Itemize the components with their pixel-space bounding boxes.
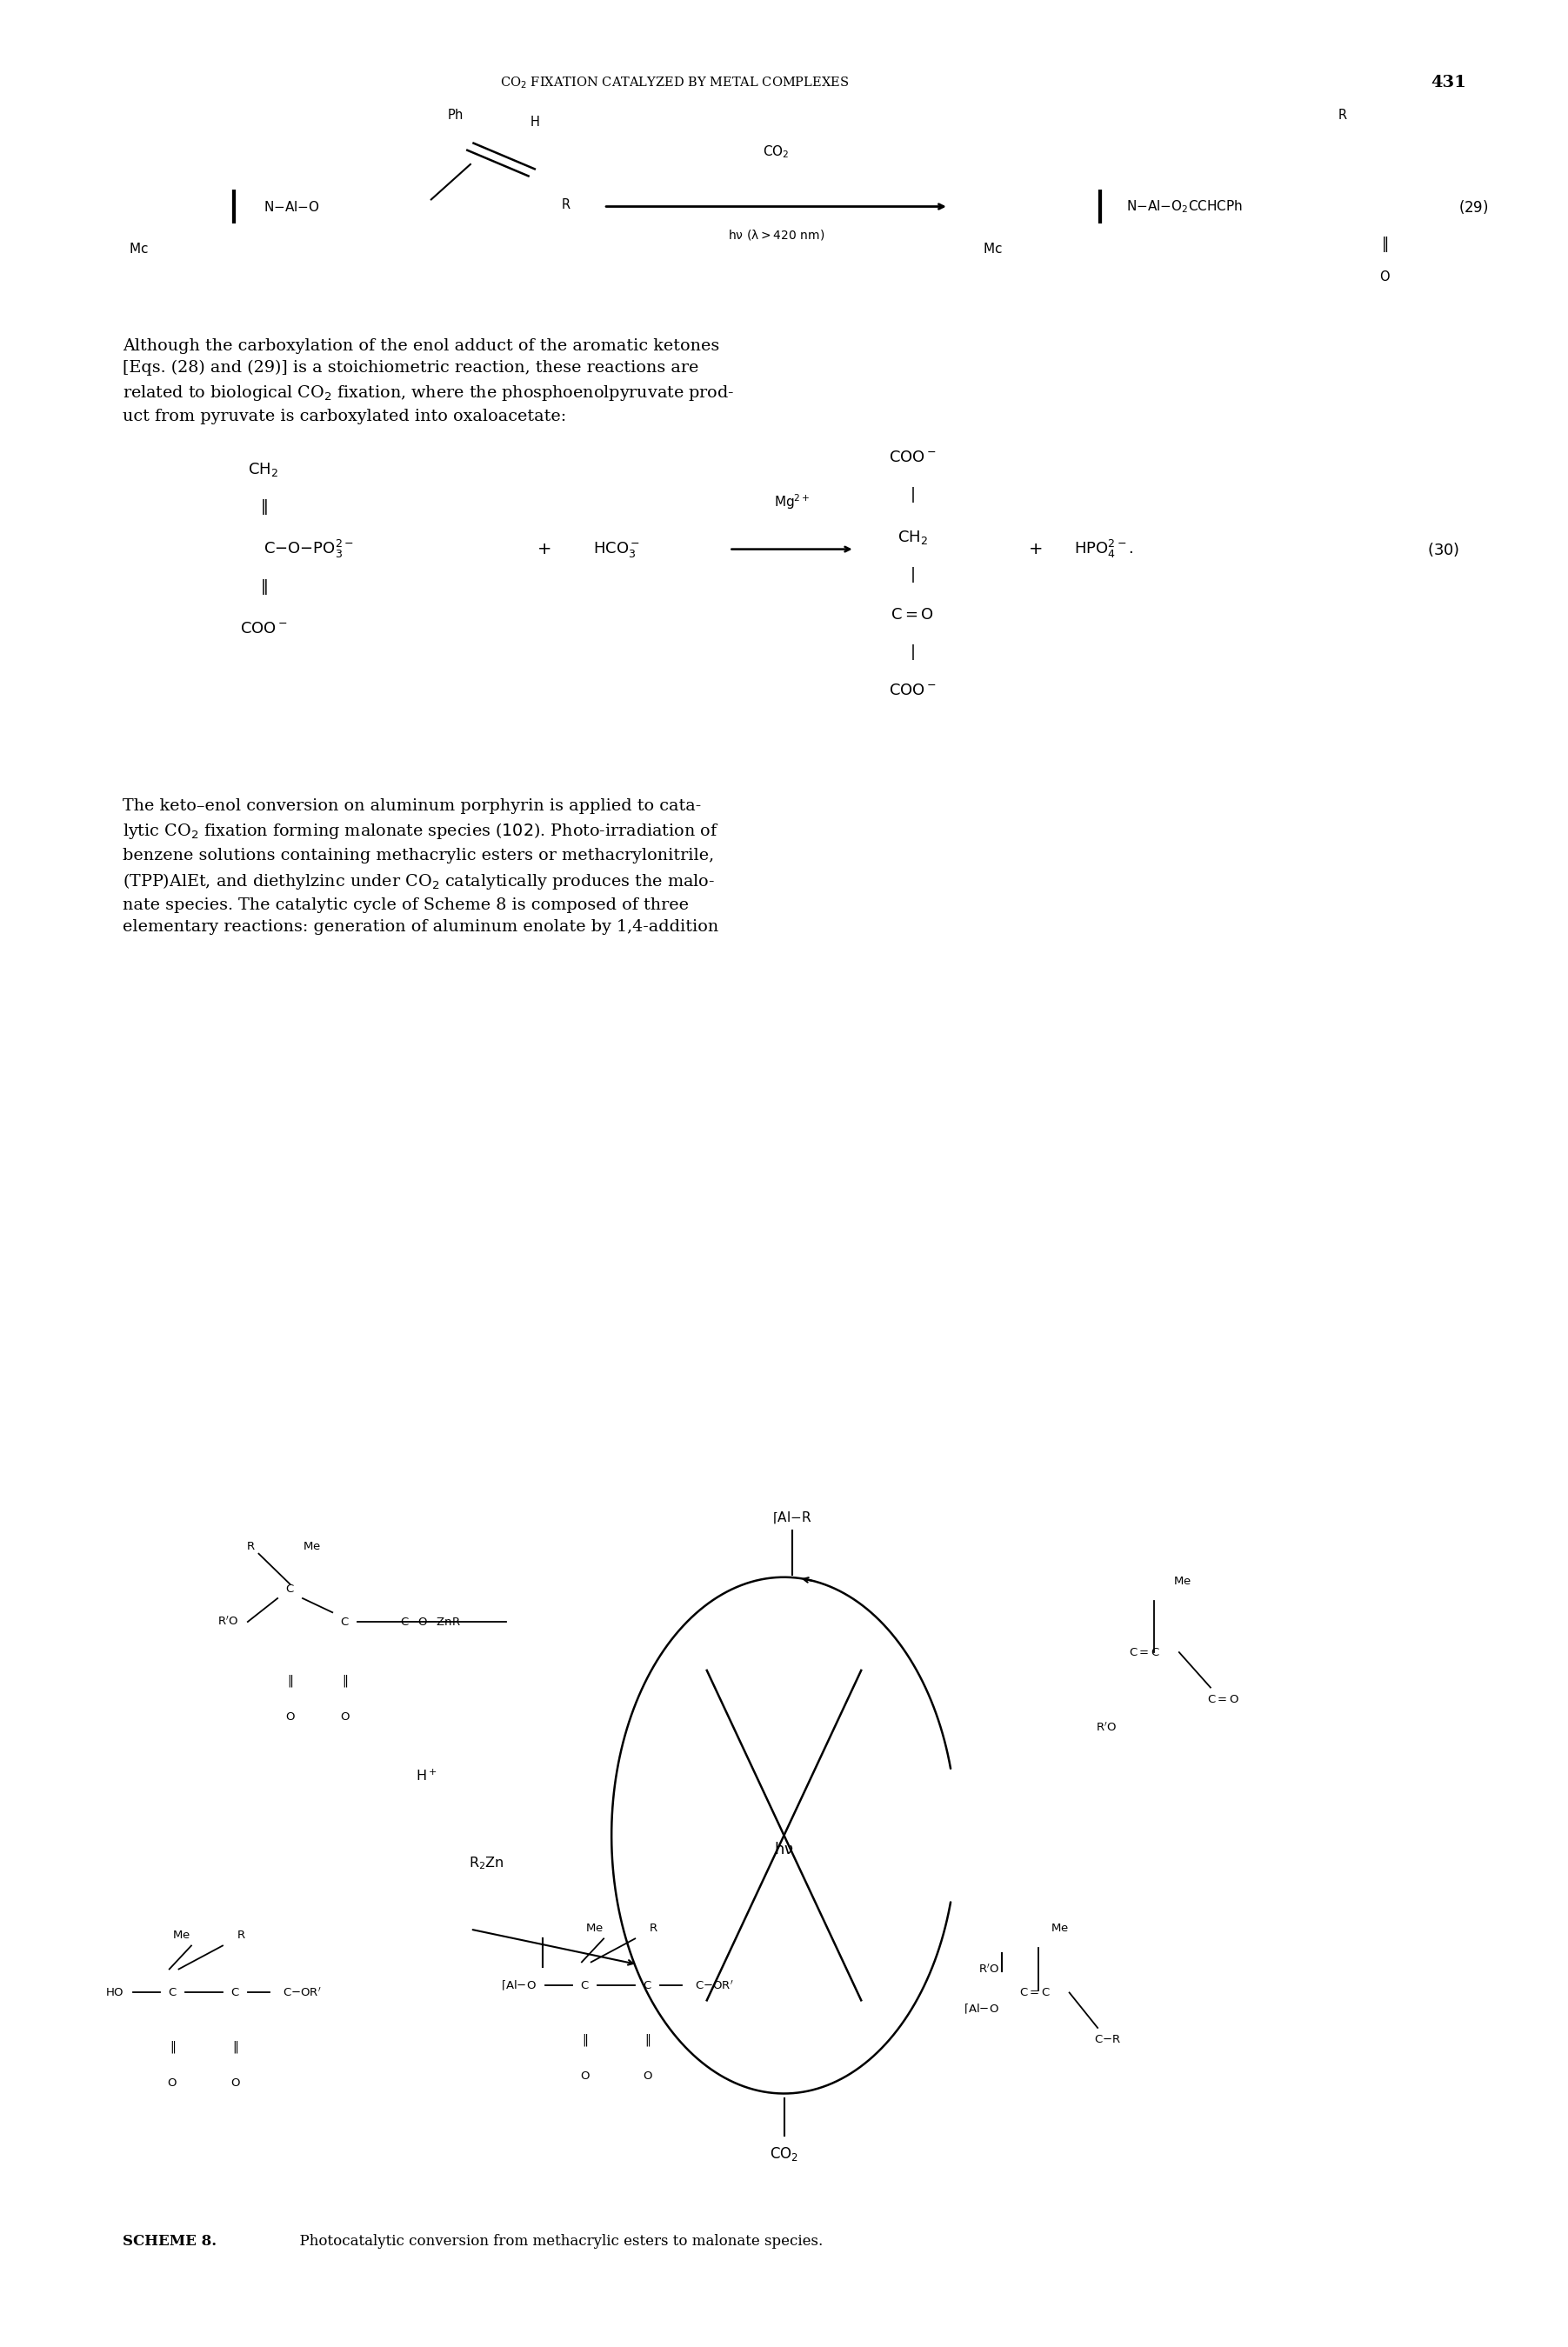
Text: $\mathrm{C}$: $\mathrm{C}$ (285, 1584, 295, 1594)
Text: $\mathrm{\|}$: $\mathrm{\|}$ (260, 577, 267, 596)
Text: $\mathrm{N{-}Al{-}O}$: $\mathrm{N{-}Al{-}O}$ (263, 199, 320, 214)
Text: 431: 431 (1432, 75, 1466, 92)
Text: $\mathrm{O}$: $\mathrm{O}$ (1378, 270, 1391, 284)
Text: $\mathrm{\lceil Al{-}R}$: $\mathrm{\lceil Al{-}R}$ (771, 1509, 812, 1526)
Text: $\mathrm{O}$: $\mathrm{O}$ (580, 2070, 590, 2082)
Text: $\mathrm{Me}$: $\mathrm{Me}$ (1173, 1575, 1192, 1587)
Text: $\mathrm{|}$: $\mathrm{|}$ (909, 643, 916, 662)
Text: $\mathbf{|}$: $\mathbf{|}$ (227, 188, 237, 225)
Text: $\mathrm{R}$: $\mathrm{R}$ (561, 197, 571, 211)
Text: $\mathrm{\|}$: $\mathrm{\|}$ (342, 1673, 348, 1690)
Text: $\mathrm{CO_2}$: $\mathrm{CO_2}$ (764, 143, 789, 160)
Text: $\mathrm{Me}$: $\mathrm{Me}$ (585, 1922, 604, 1934)
Text: $\mathrm{CH_2}$: $\mathrm{CH_2}$ (248, 460, 279, 479)
Text: Although the carboxylation of the enol adduct of the aromatic ketones
[Eqs. (28): Although the carboxylation of the enol a… (122, 338, 734, 425)
Text: $\mathrm{O}$: $\mathrm{O}$ (168, 2077, 177, 2089)
Text: $\mathrm{\|}$: $\mathrm{\|}$ (287, 1673, 293, 1690)
Text: $\mathrm{h\nu\ (\lambda > 420\ nm)}$: $\mathrm{h\nu\ (\lambda > 420\ nm)}$ (728, 228, 825, 242)
Text: $\mathrm{h\nu}$: $\mathrm{h\nu}$ (775, 1842, 793, 1856)
Text: $\mathrm{H^+}$: $\mathrm{H^+}$ (416, 1770, 437, 1784)
Text: $\mathrm{C{=}C}$: $\mathrm{C{=}C}$ (1019, 1988, 1051, 1997)
Text: $\mathrm{N{-}Al{-}O_2CCHCPh}$: $\mathrm{N{-}Al{-}O_2CCHCPh}$ (1126, 199, 1242, 214)
Text: $\mathrm{|}$: $\mathrm{|}$ (909, 566, 916, 584)
Text: $\mathrm{\lceil Al{-}O}$: $\mathrm{\lceil Al{-}O}$ (963, 2002, 999, 2016)
Text: $\mathrm{Me}$: $\mathrm{Me}$ (1051, 1922, 1069, 1934)
Text: $\mathrm{\|}$: $\mathrm{\|}$ (232, 2040, 238, 2056)
Text: $+$: $+$ (1027, 542, 1043, 556)
Text: $\mathrm{O}$: $\mathrm{O}$ (340, 1711, 350, 1723)
Text: $\mathrm{\lceil Al{-}O}$: $\mathrm{\lceil Al{-}O}$ (500, 1979, 536, 1993)
Text: $\mathrm{\|}$: $\mathrm{\|}$ (169, 2040, 176, 2056)
Text: $(30)$: $(30)$ (1427, 540, 1460, 559)
Text: The keto–enol conversion on aluminum porphyrin is applied to cata-
lytic CO$_2$ : The keto–enol conversion on aluminum por… (122, 798, 718, 934)
Text: $\mathrm{CO_2}$: $\mathrm{CO_2}$ (770, 2145, 798, 2162)
Text: $\mathrm{R}$: $\mathrm{R}$ (649, 1922, 659, 1934)
Text: $\mathrm{\|}$: $\mathrm{\|}$ (260, 498, 267, 516)
Text: $\mathrm{\|}$: $\mathrm{\|}$ (644, 2033, 651, 2049)
Text: $\mathrm{Me}$: $\mathrm{Me}$ (172, 1929, 191, 1941)
Text: $\mathrm{C}$: $\mathrm{C}$ (168, 1988, 177, 1997)
Text: $\mathrm{\|}$: $\mathrm{\|}$ (582, 2033, 588, 2049)
Text: SCHEME 8.: SCHEME 8. (122, 2234, 216, 2248)
Text: $\mathrm{Mg^{2+}}$: $\mathrm{Mg^{2+}}$ (773, 493, 811, 512)
Text: $\mathrm{C{-}O{-}PO_3^{2-}}$: $\mathrm{C{-}O{-}PO_3^{2-}}$ (263, 537, 354, 561)
Text: $\mathrm{R'O}$: $\mathrm{R'O}$ (1096, 1720, 1116, 1734)
Text: $\mathbf{|}$: $\mathbf{|}$ (1093, 188, 1102, 225)
Text: $\mathrm{Ph}$: $\mathrm{Ph}$ (447, 108, 464, 122)
Text: $\mathrm{O}$: $\mathrm{O}$ (230, 2077, 240, 2089)
Text: $\mathrm{R'O}$: $\mathrm{R'O}$ (978, 1962, 999, 1976)
Text: $\mathrm{O}$: $\mathrm{O}$ (285, 1711, 295, 1723)
Text: $\mathrm{O}$: $\mathrm{O}$ (643, 2070, 652, 2082)
Text: $\mathrm{R_2Zn}$: $\mathrm{R_2Zn}$ (469, 1856, 503, 1871)
Text: $\mathrm{C{-}OR'}$: $\mathrm{C{-}OR'}$ (695, 1979, 734, 1993)
Text: $\mathrm{\|}$: $\mathrm{\|}$ (1381, 235, 1388, 253)
Text: $\mathrm{Mc}$: $\mathrm{Mc}$ (983, 242, 1004, 256)
Text: $\mathrm{C{-}R}$: $\mathrm{C{-}R}$ (1094, 2035, 1121, 2044)
Text: $\mathrm{C{-}O{-}ZnR}$: $\mathrm{C{-}O{-}ZnR}$ (400, 1617, 461, 1626)
Text: $\mathrm{C{=}C}$: $\mathrm{C{=}C}$ (1129, 1648, 1160, 1657)
Text: $\mathrm{COO^-}$: $\mathrm{COO^-}$ (240, 622, 287, 636)
Text: $\mathrm{C}$: $\mathrm{C}$ (580, 1981, 590, 1990)
Text: $\mathrm{C}$: $\mathrm{C}$ (230, 1988, 240, 1997)
Text: $\mathrm{C}$: $\mathrm{C}$ (340, 1617, 350, 1626)
Text: $\mathrm{C{-}OR'}$: $\mathrm{C{-}OR'}$ (282, 1986, 321, 2000)
Text: $(29)$: $(29)$ (1458, 197, 1488, 216)
Text: $\mathrm{HCO_3^-}$: $\mathrm{HCO_3^-}$ (593, 540, 640, 559)
Text: $\mathrm{C}$: $\mathrm{C}$ (643, 1981, 652, 1990)
Text: $\mathrm{HO}$: $\mathrm{HO}$ (105, 1988, 124, 1997)
Text: $\mathrm{R}$: $\mathrm{R}$ (246, 1542, 256, 1551)
Text: $\mathrm{R}$: $\mathrm{R}$ (1338, 108, 1347, 122)
Text: $\mathrm{Me}$: $\mathrm{Me}$ (303, 1542, 321, 1551)
Text: $\mathrm{HPO_4^{2-}.}$: $\mathrm{HPO_4^{2-}.}$ (1074, 537, 1134, 561)
Text: $\mathrm{H}$: $\mathrm{H}$ (530, 115, 539, 129)
Text: $\mathrm{CH_2}$: $\mathrm{CH_2}$ (897, 528, 928, 547)
Text: $+$: $+$ (536, 542, 552, 556)
Text: CO$_2$ FIXATION CATALYZED BY METAL COMPLEXES: CO$_2$ FIXATION CATALYZED BY METAL COMPL… (500, 75, 848, 92)
Text: $\mathrm{R'O}$: $\mathrm{R'O}$ (218, 1615, 238, 1629)
Text: $\mathrm{Mc}$: $\mathrm{Mc}$ (129, 242, 149, 256)
Text: $\mathrm{R}$: $\mathrm{R}$ (237, 1929, 246, 1941)
Text: $\mathrm{C{=}O}$: $\mathrm{C{=}O}$ (891, 608, 935, 622)
Text: $\mathrm{COO^-}$: $\mathrm{COO^-}$ (889, 683, 936, 697)
Text: Photocatalytic conversion from methacrylic esters to malonate species.: Photocatalytic conversion from methacryl… (290, 2234, 823, 2248)
Text: $\mathrm{C{=}O}$: $\mathrm{C{=}O}$ (1207, 1695, 1240, 1704)
Text: $\mathrm{|}$: $\mathrm{|}$ (909, 486, 916, 505)
Text: $\mathrm{COO^-}$: $\mathrm{COO^-}$ (889, 451, 936, 465)
